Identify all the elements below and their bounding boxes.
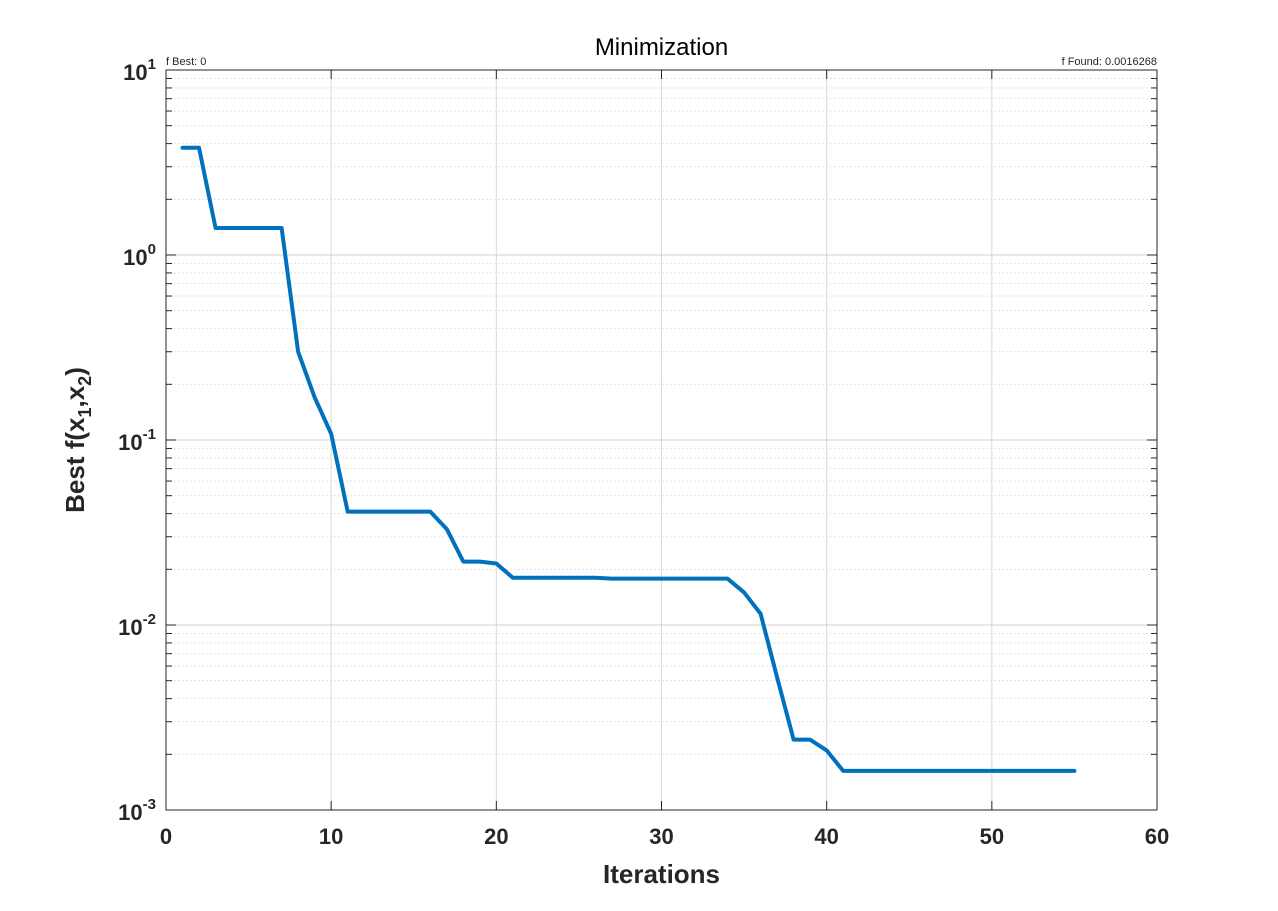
x-tick-label: 60	[1145, 824, 1169, 849]
x-tick-label: 20	[484, 824, 508, 849]
x-tick-labels: 0 10 20 30 40 50 60	[160, 824, 1169, 849]
y-axis-label: Best f(x1,x2)	[60, 367, 95, 513]
y-tick-base: 10	[123, 60, 147, 85]
y-axis-label-sub2: 2	[75, 376, 95, 386]
y-tick-label: 101	[123, 56, 156, 85]
x-tick-label: 10	[319, 824, 343, 849]
y-tick-base: 10	[118, 800, 142, 825]
y-axis-label-prefix: Best f(x	[60, 417, 90, 513]
f-found-label: f Found: 0.0016268	[1062, 56, 1157, 68]
f-best-label: f Best: 0	[166, 56, 206, 68]
x-tick-label: 30	[649, 824, 673, 849]
y-tick-base: 10	[118, 615, 142, 640]
x-axis-label: Iterations	[603, 859, 720, 889]
tick-marks	[165, 69, 1158, 811]
chart-title: Minimization	[595, 34, 728, 61]
y-tick-label: 10-3	[118, 796, 156, 825]
y-tick-exponent: -2	[143, 611, 156, 628]
y-axis-label-suffix: )	[60, 367, 90, 376]
y-tick-label: 100	[123, 241, 156, 270]
y-tick-base: 10	[118, 430, 142, 455]
y-tick-base: 10	[123, 245, 147, 270]
y-tick-label: 10-1	[118, 426, 156, 455]
x-tick-label: 40	[814, 824, 838, 849]
x-tick-label: 0	[160, 824, 172, 849]
series-line	[180, 145, 1077, 773]
y-axis-label-sub1: 1	[75, 408, 95, 418]
x-tick-label: 50	[980, 824, 1004, 849]
y-tick-exponent: -1	[143, 426, 156, 443]
y-axis-label-mid: ,x	[60, 385, 90, 407]
y-tick-label: 10-2	[118, 611, 156, 640]
y-tick-exponent: 0	[148, 241, 156, 258]
y-tick-exponent: -3	[143, 796, 156, 813]
y-tick-exponent: 1	[148, 56, 156, 73]
